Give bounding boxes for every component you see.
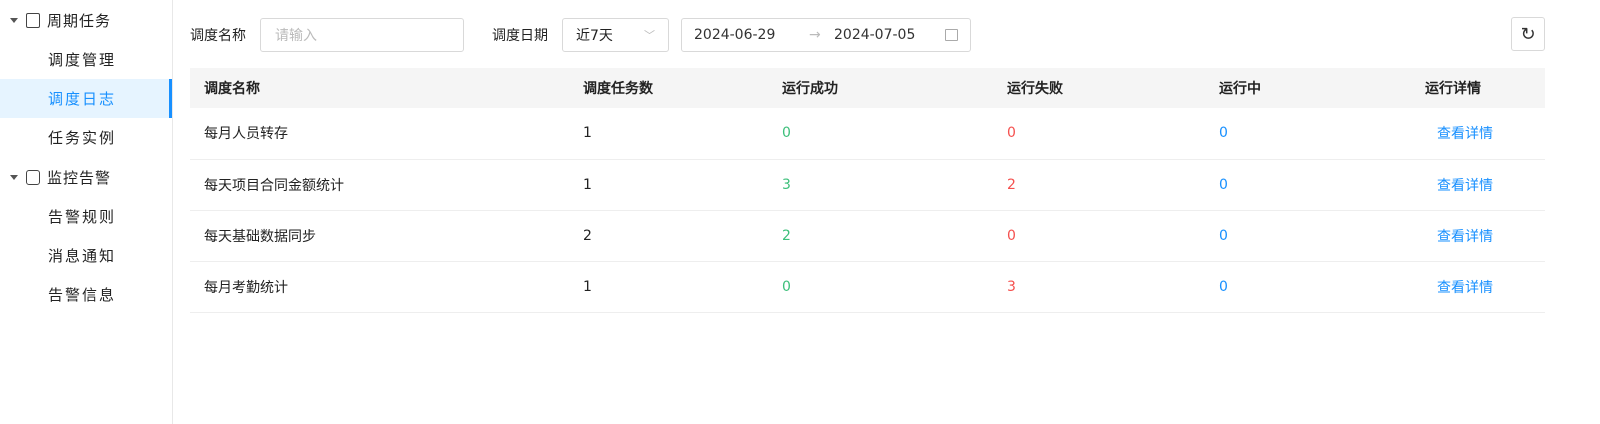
cell-tasks: 1 bbox=[583, 125, 592, 142]
cell-fail: 3 bbox=[1007, 278, 1016, 295]
table-row: 每月人员转存 1 0 0 0 查看详情 bbox=[190, 108, 1545, 160]
cell-tasks: 1 bbox=[583, 278, 592, 295]
caret-down-icon bbox=[10, 17, 18, 23]
chevron-down-icon: ﹀ bbox=[644, 29, 655, 42]
cell-fail: 0 bbox=[1007, 125, 1016, 142]
cell-name: 每月人员转存 bbox=[204, 126, 288, 143]
cell-running: 0 bbox=[1219, 176, 1228, 193]
sidebar-item-alert-rules[interactable]: 告警规则 bbox=[48, 208, 117, 226]
sidebar: 周期任务 调度管理 调度日志 任务实例 监控告警 告警规则 消息通知 告警信息 bbox=[0, 0, 173, 424]
cell-tasks: 1 bbox=[583, 176, 592, 193]
calendar-icon bbox=[26, 12, 40, 28]
date-range-picker[interactable]: 2024-06-29 → 2024-07-05 bbox=[681, 18, 971, 52]
refresh-icon: ↻ bbox=[1520, 23, 1536, 45]
cell-running: 0 bbox=[1219, 278, 1228, 295]
name-input[interactable]: 请输入 bbox=[260, 18, 464, 52]
sidebar-item-notifications[interactable]: 消息通知 bbox=[48, 247, 117, 265]
sidebar-item-schedule-manage[interactable]: 调度管理 bbox=[48, 51, 117, 69]
table-row: 每天项目合同金额统计 1 3 2 0 查看详情 bbox=[190, 159, 1545, 211]
schedule-log-table: 调度名称 调度任务数 运行成功 运行失败 运行中 运行详情 每月人员转存 1 0 0 0… bbox=[190, 68, 1545, 313]
start-date: 2024-06-29 bbox=[694, 27, 776, 43]
sidebar-group-monitor-alert[interactable]: 监控告警 bbox=[0, 157, 172, 197]
filter-bar: 调度名称 请输入 调度日期 近7天 ﹀ 2024-06-29 → 2024-07-… bbox=[190, 18, 971, 52]
cell-fail: 2 bbox=[1007, 176, 1016, 193]
cell-success: 0 bbox=[782, 278, 791, 295]
calendar-icon bbox=[945, 29, 958, 41]
cell-fail: 0 bbox=[1007, 227, 1016, 244]
col-success: 运行成功 bbox=[768, 68, 993, 108]
cell-name: 每天基础数据同步 bbox=[204, 228, 316, 245]
monitor-icon bbox=[26, 169, 40, 185]
cell-success: 3 bbox=[782, 176, 791, 193]
view-detail-link[interactable]: 查看详情 bbox=[1437, 126, 1493, 143]
view-detail-link[interactable]: 查看详情 bbox=[1437, 279, 1493, 296]
sidebar-group-periodic-tasks[interactable]: 周期任务 bbox=[0, 0, 172, 40]
sidebar-item-task-instance[interactable]: 任务实例 bbox=[48, 129, 117, 147]
refresh-button[interactable]: ↻ bbox=[1511, 17, 1545, 51]
view-detail-link[interactable]: 查看详情 bbox=[1437, 228, 1493, 245]
end-date: 2024-07-05 bbox=[834, 27, 916, 43]
col-detail: 运行详情 bbox=[1411, 68, 1545, 108]
cell-tasks: 2 bbox=[583, 227, 592, 244]
sidebar-item-alert-info[interactable]: 告警信息 bbox=[48, 286, 117, 304]
cell-success: 0 bbox=[782, 125, 791, 142]
col-name: 调度名称 bbox=[190, 68, 569, 108]
range-select[interactable]: 近7天 ﹀ bbox=[562, 18, 669, 52]
caret-down-icon bbox=[10, 174, 18, 180]
cell-running: 0 bbox=[1219, 125, 1228, 142]
name-label: 调度名称 bbox=[190, 28, 246, 44]
table-row: 每月考勤统计 1 0 3 0 查看详情 bbox=[190, 261, 1545, 313]
col-tasks: 调度任务数 bbox=[569, 68, 768, 108]
sidebar-item-schedule-log[interactable]: 调度日志 bbox=[0, 79, 172, 118]
cell-running: 0 bbox=[1219, 227, 1228, 244]
col-fail: 运行失败 bbox=[993, 68, 1205, 108]
cell-name: 每天项目合同金额统计 bbox=[204, 177, 344, 194]
cell-name: 每月考勤统计 bbox=[204, 279, 288, 296]
date-label: 调度日期 bbox=[492, 28, 548, 44]
table-row: 每天基础数据同步 2 2 0 0 查看详情 bbox=[190, 210, 1545, 262]
cell-success: 2 bbox=[782, 227, 791, 244]
separator: → bbox=[809, 27, 821, 43]
view-detail-link[interactable]: 查看详情 bbox=[1437, 177, 1493, 194]
col-running: 运行中 bbox=[1205, 68, 1411, 108]
